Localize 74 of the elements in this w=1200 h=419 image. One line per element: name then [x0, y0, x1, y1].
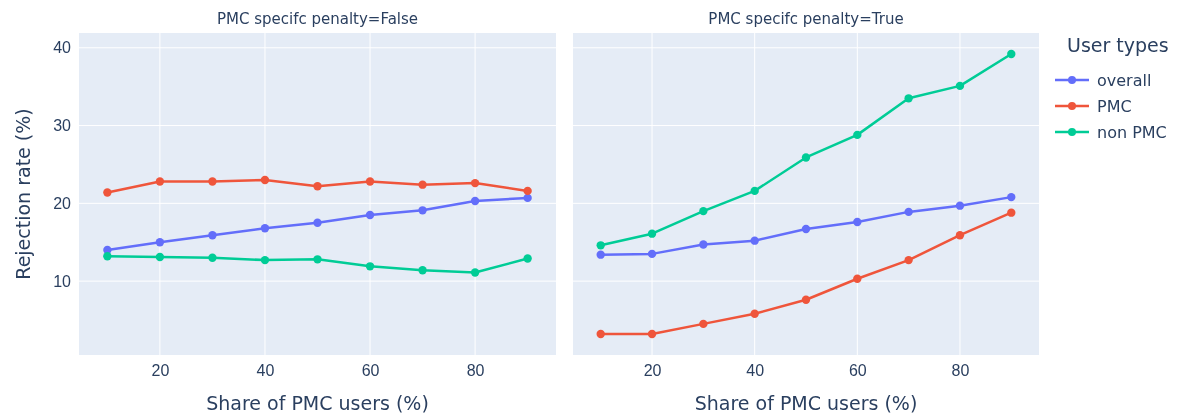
point — [470, 196, 480, 206]
point — [750, 236, 759, 245]
point — [418, 180, 427, 189]
point — [523, 254, 532, 263]
point — [313, 218, 322, 227]
point — [313, 182, 322, 191]
point — [418, 266, 427, 275]
point — [904, 255, 913, 265]
point — [313, 255, 322, 264]
point — [955, 201, 965, 210]
point — [260, 224, 270, 233]
y-tick-label: 10 — [53, 272, 72, 290]
point — [596, 250, 605, 259]
x-tick-label: 80 — [466, 362, 485, 380]
point — [596, 329, 605, 339]
chart-title: PMC specifc penalty=True — [708, 10, 904, 28]
y-axis-title: Rejection rate (%) — [12, 108, 34, 280]
x-tick-label: 40 — [256, 362, 275, 380]
point — [750, 309, 759, 318]
x-tick-label: 20 — [643, 362, 662, 380]
point — [365, 210, 375, 220]
x-axis-title: Share of PMC users (%) — [694, 392, 918, 414]
point — [801, 224, 811, 234]
x-tick-label: 60 — [848, 362, 867, 380]
point — [260, 255, 270, 265]
point — [155, 177, 165, 186]
legend-label: PMC — [1097, 97, 1132, 116]
point — [904, 94, 913, 103]
point — [801, 295, 811, 304]
point — [1007, 208, 1016, 217]
point — [699, 240, 708, 249]
x-tick-label: 60 — [361, 362, 380, 380]
point — [365, 262, 375, 271]
point — [155, 238, 165, 247]
legend-label: overall — [1097, 71, 1152, 90]
x-tick-label: 80 — [951, 362, 970, 380]
x-tick-label: 20 — [151, 362, 170, 380]
point — [1007, 192, 1016, 202]
point — [647, 229, 657, 238]
x-axis-title: Share of PMC users (%) — [206, 392, 429, 414]
point — [801, 153, 811, 162]
point — [208, 231, 217, 240]
point — [523, 186, 532, 196]
y-tick-label: 20 — [53, 194, 72, 212]
point — [470, 178, 480, 188]
point — [647, 249, 657, 259]
point — [904, 207, 913, 217]
x-tick-label: 40 — [746, 362, 765, 380]
y-tick-label: 30 — [53, 117, 72, 135]
chart-title: PMC specifc penalty=False — [216, 10, 419, 28]
point — [853, 274, 862, 283]
point — [470, 268, 480, 277]
point — [853, 130, 862, 140]
point — [208, 177, 217, 186]
point — [647, 329, 657, 339]
point — [955, 231, 965, 240]
point — [699, 319, 708, 329]
y-tick-label: 40 — [53, 39, 72, 57]
legend-label: non PMC — [1097, 123, 1167, 142]
point — [750, 186, 759, 196]
point — [523, 193, 532, 203]
point — [365, 177, 375, 186]
legend-title: User types — [1067, 34, 1169, 56]
point — [208, 253, 217, 262]
point — [418, 206, 427, 215]
point — [1007, 49, 1016, 59]
point — [955, 81, 965, 91]
point — [103, 252, 112, 261]
point — [699, 206, 708, 216]
point — [260, 175, 270, 185]
point — [155, 252, 165, 262]
point — [103, 188, 112, 197]
point — [596, 241, 605, 250]
point — [853, 217, 862, 227]
